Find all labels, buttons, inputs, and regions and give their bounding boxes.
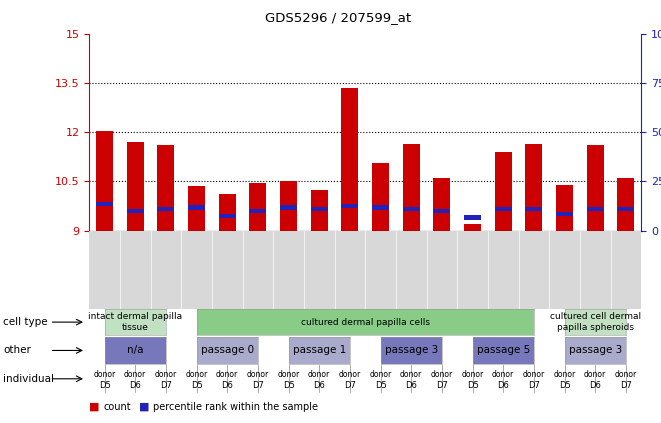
Text: D6: D6 <box>497 381 509 390</box>
Text: donor: donor <box>278 370 299 379</box>
Text: D6: D6 <box>221 381 233 390</box>
Text: donor: donor <box>553 370 576 379</box>
Bar <box>494 152 512 231</box>
Text: D7: D7 <box>344 381 356 390</box>
Bar <box>96 202 113 206</box>
Text: passage 3: passage 3 <box>568 346 622 355</box>
Text: D6: D6 <box>589 381 601 390</box>
Bar <box>525 144 542 231</box>
Text: cell type: cell type <box>3 317 48 327</box>
Bar <box>249 183 266 231</box>
Text: D5: D5 <box>98 381 110 390</box>
Text: cultured dermal papilla cells: cultured dermal papilla cells <box>301 318 430 327</box>
Bar <box>127 142 143 231</box>
Bar <box>219 195 236 231</box>
Text: D5: D5 <box>375 381 387 390</box>
Bar <box>587 146 603 231</box>
Text: cultured cell dermal
papilla spheroids: cultured cell dermal papilla spheroids <box>549 313 641 332</box>
Bar <box>525 207 542 212</box>
Bar <box>127 209 143 213</box>
Text: D7: D7 <box>528 381 540 390</box>
Bar <box>157 146 175 231</box>
Text: percentile rank within the sample: percentile rank within the sample <box>153 401 319 412</box>
Text: individual: individual <box>3 374 54 384</box>
Bar <box>188 206 205 210</box>
Text: D5: D5 <box>283 381 294 390</box>
Text: passage 5: passage 5 <box>477 346 530 355</box>
Text: donor: donor <box>338 370 361 379</box>
Text: D7: D7 <box>620 381 632 390</box>
Bar <box>556 212 573 216</box>
Text: n/a: n/a <box>127 346 143 355</box>
Bar <box>372 163 389 231</box>
Bar <box>434 178 450 231</box>
Text: donor: donor <box>431 370 453 379</box>
Text: donor: donor <box>308 370 330 379</box>
Text: D7: D7 <box>252 381 264 390</box>
Text: donor: donor <box>124 370 146 379</box>
Text: donor: donor <box>400 370 422 379</box>
Text: passage 3: passage 3 <box>385 346 438 355</box>
Text: D6: D6 <box>405 381 417 390</box>
Text: D5: D5 <box>467 381 479 390</box>
Text: D6: D6 <box>313 381 325 390</box>
Bar <box>219 214 236 218</box>
Text: donor: donor <box>93 370 116 379</box>
Bar <box>157 207 175 212</box>
Bar <box>464 224 481 231</box>
Text: GDS5296 / 207599_at: GDS5296 / 207599_at <box>264 11 410 24</box>
Text: donor: donor <box>461 370 484 379</box>
Text: passage 0: passage 0 <box>201 346 254 355</box>
Text: other: other <box>3 346 31 355</box>
Bar <box>494 207 512 212</box>
Text: donor: donor <box>186 370 208 379</box>
Text: donor: donor <box>615 370 637 379</box>
Text: D7: D7 <box>436 381 447 390</box>
Text: ■: ■ <box>139 401 149 412</box>
Bar <box>342 204 358 208</box>
Text: D6: D6 <box>130 381 141 390</box>
Text: count: count <box>104 401 132 412</box>
Text: passage 1: passage 1 <box>293 346 346 355</box>
Bar <box>342 88 358 231</box>
Text: donor: donor <box>523 370 545 379</box>
Text: donor: donor <box>584 370 606 379</box>
Text: donor: donor <box>369 370 392 379</box>
Bar <box>311 207 328 212</box>
Bar <box>556 185 573 231</box>
Text: donor: donor <box>155 370 177 379</box>
Bar <box>188 186 205 231</box>
Bar <box>617 207 635 212</box>
Bar <box>617 178 635 231</box>
Bar <box>403 144 420 231</box>
Bar <box>434 209 450 213</box>
Bar <box>403 207 420 212</box>
Text: D5: D5 <box>559 381 570 390</box>
Bar <box>96 131 113 231</box>
Text: D7: D7 <box>160 381 172 390</box>
Bar <box>587 207 603 212</box>
Text: D5: D5 <box>190 381 202 390</box>
Bar <box>372 206 389 210</box>
Text: ■: ■ <box>89 401 100 412</box>
Bar <box>249 209 266 213</box>
Text: donor: donor <box>216 370 239 379</box>
Bar <box>464 215 481 220</box>
Bar <box>280 206 297 210</box>
Text: donor: donor <box>247 370 269 379</box>
Text: donor: donor <box>492 370 514 379</box>
Text: intact dermal papilla
tissue: intact dermal papilla tissue <box>88 313 182 332</box>
Bar <box>311 190 328 231</box>
Bar <box>280 181 297 231</box>
